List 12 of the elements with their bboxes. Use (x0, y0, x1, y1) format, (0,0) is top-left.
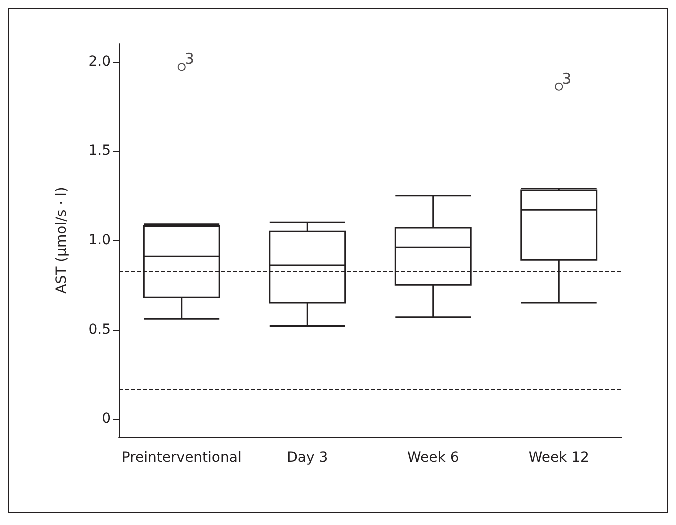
annotation: 3 (562, 70, 572, 88)
x-tick-label: Day 3 (287, 450, 328, 466)
y-tick-label: 1.0 (88, 232, 111, 248)
x-tick-label: Week 6 (408, 450, 460, 466)
y-tick-label: 0 (102, 411, 111, 428)
y-tick-label: 0.5 (88, 322, 111, 338)
y-tick-label: 2.0 (88, 54, 111, 70)
x-tick-label: Week 12 (528, 450, 590, 466)
x-tick-label: Preinterventional (122, 450, 242, 466)
y-tick-label: 1.5 (88, 143, 111, 160)
y-axis-title: AST (μmol/s · l) (54, 187, 70, 294)
annotation: 3 (184, 50, 194, 68)
